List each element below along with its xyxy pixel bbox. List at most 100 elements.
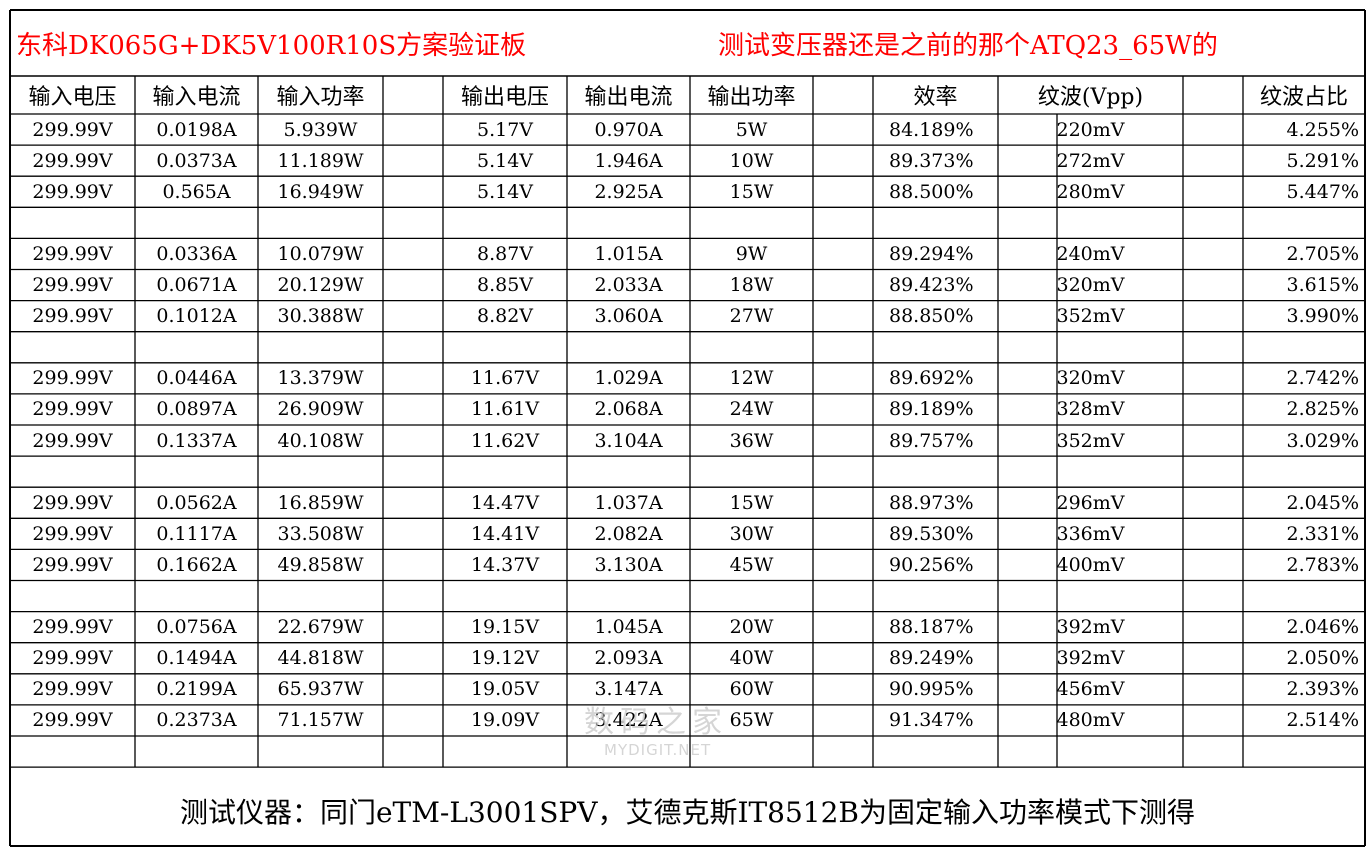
cell-ripple: 296mV bbox=[1056, 491, 1125, 514]
sheet-note: 测试变压器还是之前的那个ATQ23_65W的 bbox=[718, 30, 1218, 61]
cell-output-power: 9W bbox=[735, 242, 768, 265]
cell-efficiency: 88.500% bbox=[889, 180, 974, 203]
cell-ripple: 320mV bbox=[1056, 274, 1125, 297]
cell-output-power: 15W bbox=[729, 491, 774, 514]
cell-input-power: 65.937W bbox=[277, 678, 364, 701]
cell-ripple-ratio: 2.045% bbox=[1286, 491, 1359, 514]
cell-output-power: 65W bbox=[729, 709, 774, 732]
cell-input-power: 5.939W bbox=[283, 118, 358, 141]
cell-input-current: 0.2199A bbox=[156, 678, 237, 701]
cell-ripple-ratio: 2.705% bbox=[1286, 242, 1359, 265]
cell-output-voltage: 14.41V bbox=[470, 522, 540, 545]
cell-output-voltage: 19.09V bbox=[470, 709, 540, 732]
cell-output-voltage: 14.47V bbox=[470, 491, 540, 514]
cell-input-voltage: 299.99V bbox=[32, 367, 113, 390]
cell-input-voltage: 299.99V bbox=[32, 180, 113, 203]
cell-input-power: 49.858W bbox=[277, 553, 364, 576]
header-input-power: 输入功率 bbox=[276, 85, 365, 110]
cell-input-power: 16.859W bbox=[277, 491, 364, 514]
cell-output-current: 1.946A bbox=[594, 149, 663, 172]
cell-output-power: 5W bbox=[735, 118, 768, 141]
cell-output-power: 12W bbox=[729, 367, 774, 390]
cell-output-current: 1.037A bbox=[594, 491, 663, 514]
cell-output-voltage: 19.05V bbox=[470, 678, 540, 701]
cell-input-current: 0.1494A bbox=[156, 647, 237, 670]
cell-input-power: 22.679W bbox=[277, 616, 364, 639]
cell-ripple: 352mV bbox=[1056, 429, 1125, 452]
cell-input-current: 0.1337A bbox=[156, 429, 237, 452]
cell-output-current: 3.104A bbox=[594, 429, 663, 452]
cell-efficiency: 89.757% bbox=[889, 429, 974, 452]
cell-input-current: 0.1117A bbox=[156, 522, 237, 545]
cell-output-voltage: 5.14V bbox=[476, 149, 534, 172]
cell-input-power: 30.388W bbox=[277, 305, 364, 328]
cell-ripple-ratio: 4.255% bbox=[1286, 118, 1359, 141]
cell-efficiency: 89.692% bbox=[889, 367, 974, 390]
cell-output-current: 1.015A bbox=[594, 242, 663, 265]
cell-efficiency: 90.995% bbox=[889, 678, 974, 701]
cell-input-power: 10.079W bbox=[277, 242, 364, 265]
cell-efficiency: 89.423% bbox=[889, 274, 974, 297]
cell-ripple: 392mV bbox=[1056, 616, 1125, 639]
cell-output-power: 36W bbox=[729, 429, 774, 452]
cell-output-current: 2.093A bbox=[594, 647, 663, 670]
cell-output-voltage: 19.12V bbox=[470, 647, 540, 670]
cell-output-current: 3.422A bbox=[594, 709, 663, 732]
cell-input-power: 33.508W bbox=[277, 522, 364, 545]
cell-input-voltage: 299.99V bbox=[32, 491, 113, 514]
cell-output-current: 2.925A bbox=[594, 180, 663, 203]
cell-input-voltage: 299.99V bbox=[32, 522, 113, 545]
cell-input-current: 0.1662A bbox=[156, 553, 237, 576]
cell-input-current: 0.0756A bbox=[156, 616, 237, 639]
cell-output-voltage: 5.14V bbox=[476, 180, 534, 203]
cell-output-voltage: 14.37V bbox=[470, 553, 540, 576]
cell-input-power: 71.157W bbox=[277, 709, 364, 732]
cell-output-power: 15W bbox=[729, 180, 774, 203]
cell-ripple: 240mV bbox=[1056, 242, 1125, 265]
cell-input-current: 0.2373A bbox=[156, 709, 237, 732]
cell-input-current: 0.0373A bbox=[156, 149, 237, 172]
header-output-current: 输出电流 bbox=[584, 85, 673, 110]
header-ripple: 纹波(Vpp) bbox=[1037, 85, 1144, 110]
cell-ripple-ratio: 2.393% bbox=[1286, 678, 1359, 701]
header-ripple-ratio: 纹波占比 bbox=[1259, 85, 1348, 110]
cell-input-voltage: 299.99V bbox=[32, 305, 113, 328]
cell-output-voltage: 8.87V bbox=[476, 242, 534, 265]
cell-ripple-ratio: 3.990% bbox=[1286, 305, 1359, 328]
cell-output-voltage: 11.62V bbox=[470, 429, 540, 452]
cell-ripple-ratio: 2.783% bbox=[1286, 553, 1359, 576]
cell-output-power: 45W bbox=[729, 553, 774, 576]
footer-note: 测试仪器：同门eTM-L3001SPV，艾德克斯IT8512B为固定输入功率模式… bbox=[179, 796, 1196, 829]
cell-input-voltage: 299.99V bbox=[32, 118, 113, 141]
cell-output-power: 60W bbox=[729, 678, 774, 701]
cell-efficiency: 89.373% bbox=[889, 149, 974, 172]
cell-efficiency: 89.294% bbox=[889, 242, 974, 265]
cell-output-current: 3.060A bbox=[594, 305, 663, 328]
cell-ripple: 400mV bbox=[1056, 553, 1125, 576]
cell-ripple-ratio: 2.742% bbox=[1286, 367, 1359, 390]
cell-output-power: 40W bbox=[729, 647, 774, 670]
cell-ripple: 280mV bbox=[1056, 180, 1125, 203]
cell-input-power: 11.189W bbox=[277, 149, 364, 172]
cell-ripple-ratio: 2.825% bbox=[1286, 398, 1359, 421]
cell-output-power: 24W bbox=[729, 398, 774, 421]
cell-input-current: 0.0198A bbox=[156, 118, 237, 141]
cell-output-current: 3.147A bbox=[594, 678, 663, 701]
cell-ripple-ratio: 2.514% bbox=[1286, 709, 1359, 732]
cell-efficiency: 89.249% bbox=[889, 647, 974, 670]
cell-input-voltage: 299.99V bbox=[32, 647, 113, 670]
cell-input-current: 0.1012A bbox=[156, 305, 237, 328]
cell-efficiency: 88.187% bbox=[889, 616, 974, 639]
cell-output-voltage: 8.82V bbox=[476, 305, 534, 328]
cell-ripple: 328mV bbox=[1056, 398, 1125, 421]
cell-ripple: 392mV bbox=[1056, 647, 1125, 670]
cell-input-current: 0.0562A bbox=[156, 491, 237, 514]
cell-input-power: 40.108W bbox=[277, 429, 364, 452]
cell-input-voltage: 299.99V bbox=[32, 398, 113, 421]
cell-ripple: 336mV bbox=[1056, 522, 1125, 545]
cell-ripple-ratio: 3.615% bbox=[1286, 274, 1359, 297]
cell-input-voltage: 299.99V bbox=[32, 709, 113, 732]
cell-efficiency: 90.256% bbox=[889, 553, 974, 576]
cell-ripple: 456mV bbox=[1056, 678, 1125, 701]
cell-input-voltage: 299.99V bbox=[32, 274, 113, 297]
